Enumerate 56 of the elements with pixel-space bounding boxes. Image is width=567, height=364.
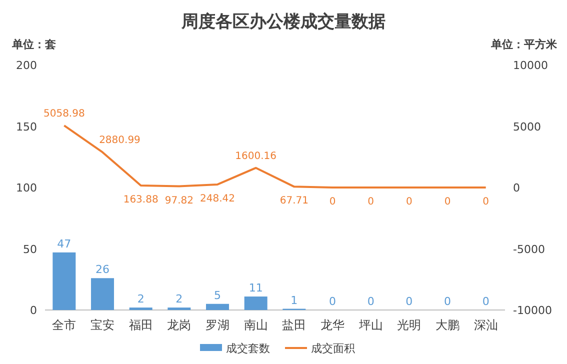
y2-tick-label: 10000: [513, 59, 548, 72]
x-tick-label: 坪山: [358, 318, 383, 332]
data-label: 2: [137, 292, 144, 306]
text: 单位：平方米: [490, 38, 558, 51]
y-tick-label: 50: [23, 242, 37, 256]
data-label: 0: [367, 295, 374, 308]
data-label: 248.42: [200, 193, 235, 204]
data-label: 1: [290, 294, 298, 307]
data-label: 67.71: [280, 196, 308, 207]
data-label: 0: [329, 295, 336, 308]
legend-label: 成交面积: [311, 342, 355, 355]
x-tick-label: 深汕: [474, 318, 498, 332]
data-label: 0: [368, 196, 374, 208]
data-label: 0: [406, 295, 413, 308]
x-tick-label: 龙华: [320, 318, 344, 332]
y-tick-label: 200: [16, 59, 37, 72]
bar: [52, 252, 76, 310]
x-tick-label: 全市: [52, 318, 76, 332]
bar: [244, 296, 268, 310]
data-label: 0: [444, 196, 451, 208]
data-label: 0: [406, 196, 412, 208]
data-label: 0: [482, 295, 490, 308]
data-label: 5058.98: [43, 108, 85, 120]
x-tick-label: 盐田: [282, 318, 306, 332]
x-tick-label: 大鹏: [436, 318, 460, 332]
text: 单位：套: [11, 38, 56, 51]
data-label: 0: [482, 196, 490, 208]
y2-tick-label: -10000: [513, 304, 552, 317]
bar: [91, 278, 114, 310]
y-tick-label: 0: [30, 304, 37, 317]
y2-tick-label: -5000: [513, 242, 545, 256]
data-label: 2880.99: [99, 135, 140, 146]
data-label: 97.82: [164, 195, 194, 206]
x-tick-label: 南山: [244, 318, 268, 332]
data-label: 0: [444, 295, 451, 308]
legend-label: 成交套数: [226, 342, 270, 355]
data-label: 163.88: [123, 194, 158, 206]
data-label: 47: [57, 237, 72, 250]
line-series: [63, 124, 487, 188]
x-tick-label: 宝安: [90, 318, 114, 332]
y-tick-label: 100: [16, 182, 37, 194]
x-tick-label: 龙岗: [167, 318, 192, 332]
data-label: 2: [176, 292, 183, 306]
chart-title: 周度各区办公楼成交量数据: [180, 12, 386, 32]
data-label: 5: [214, 288, 221, 302]
x-tick-label: 福田: [128, 318, 153, 332]
bar: [206, 304, 229, 310]
y2-tick-label: 5000: [513, 120, 541, 134]
data-label: 0: [329, 196, 336, 208]
y-tick-label: 150: [16, 120, 37, 134]
data-label: 26: [96, 263, 110, 276]
data-label: 1600.16: [235, 150, 277, 162]
x-tick-label: 光明: [397, 318, 422, 332]
data-label: 11: [248, 282, 263, 295]
y2-tick-label: 0: [513, 182, 520, 194]
x-tick-label: 罗湖: [206, 318, 230, 332]
